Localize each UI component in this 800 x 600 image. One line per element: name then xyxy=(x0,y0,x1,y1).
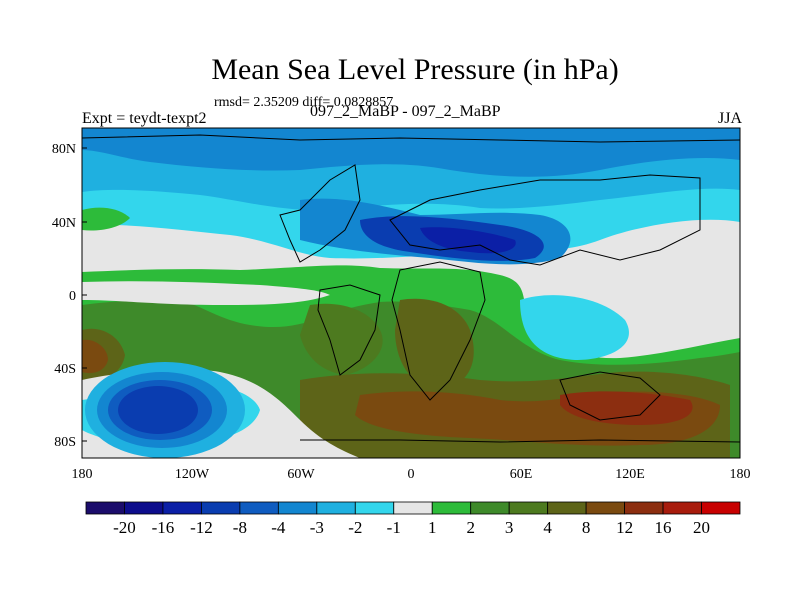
colorbar-label: -2 xyxy=(348,518,362,537)
colorbar-swatch xyxy=(124,501,164,515)
colorbar-swatch xyxy=(85,501,125,515)
lon-label-180w: 180 xyxy=(72,467,93,482)
colorbar-swatch xyxy=(354,501,395,515)
colorbar-swatch xyxy=(431,501,472,515)
lat-label-40n: 40N xyxy=(52,216,76,231)
lat-label-0: 0 xyxy=(69,289,76,304)
colorbar-swatch xyxy=(701,501,741,515)
colorbar-labels: -20 -16 -12 -8 -4 -3 -2 -1 1 2 3 4 8 12 16 20 xyxy=(113,518,710,537)
colorbar-label: -12 xyxy=(190,518,213,537)
season-label: JJA xyxy=(717,110,742,127)
colorbar-swatch xyxy=(277,501,318,515)
colorbar-label: 8 xyxy=(582,518,591,537)
colorbar-label: -20 xyxy=(113,518,136,537)
chart-title: Mean Sea Level Pressure (in hPa) xyxy=(211,53,619,86)
colorbar-label: 20 xyxy=(693,518,710,537)
lat-label-40s: 40S xyxy=(54,362,76,377)
colorbar-swatch xyxy=(624,501,664,515)
colorbar-swatch xyxy=(393,501,433,515)
contour-fill xyxy=(82,128,740,458)
lon-label-120w: 120W xyxy=(175,467,210,482)
lat-label-80s: 80S xyxy=(54,435,76,450)
colorbar-swatch xyxy=(201,501,241,515)
lon-label-120e: 120E xyxy=(615,467,645,482)
colorbar-swatch xyxy=(470,501,510,515)
colorbar-label: -8 xyxy=(233,518,247,537)
colorbar-label: 3 xyxy=(505,518,514,537)
colorbar-label: 1 xyxy=(428,518,437,537)
stats-line: rmsd= 2.35209 diff= 0.0828857 xyxy=(214,95,394,110)
lon-axis: 180 120W 60W 0 60E 120E 180 xyxy=(72,467,751,482)
experiment-label: Expt = teydt-texpt2 xyxy=(82,110,207,127)
colorbar-label: -3 xyxy=(310,518,324,537)
colorbar-swatch xyxy=(508,501,549,515)
colorbar-label: 2 xyxy=(466,518,475,537)
colorbar-swatch xyxy=(162,501,202,515)
colorbar-label: -4 xyxy=(271,518,286,537)
colorbar-swatch xyxy=(585,501,625,515)
colorbar-swatch xyxy=(316,501,356,515)
colorbar xyxy=(85,501,741,515)
lat-label-80n: 80N xyxy=(52,142,76,157)
colorbar-label: 16 xyxy=(655,518,672,537)
colorbar-swatch xyxy=(547,501,587,515)
colorbar-label: 12 xyxy=(616,518,633,537)
comparison-label: 097_2_MaBP - 097_2_MaBP xyxy=(310,103,501,120)
colorbar-label: -1 xyxy=(387,518,401,537)
lon-label-180e: 180 xyxy=(730,467,751,482)
colorbar-swatch xyxy=(239,501,279,515)
lon-label-0: 0 xyxy=(408,467,415,482)
lat-axis: 80N 40N 0 40S 80S xyxy=(52,142,87,450)
colorbar-label: -16 xyxy=(152,518,175,537)
colorbar-label: 4 xyxy=(543,518,552,537)
colorbar-swatch xyxy=(662,501,702,515)
lon-label-60w: 60W xyxy=(287,467,315,482)
lon-label-60e: 60E xyxy=(510,467,533,482)
